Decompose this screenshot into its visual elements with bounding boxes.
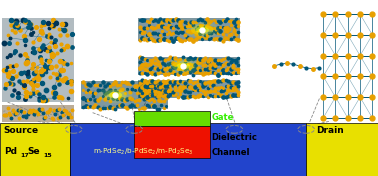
Bar — [138, 57, 240, 75]
Circle shape — [112, 94, 118, 96]
Text: Se: Se — [27, 147, 40, 156]
Text: 17: 17 — [20, 153, 29, 158]
Bar — [0, 123, 70, 176]
Circle shape — [177, 63, 190, 69]
Circle shape — [180, 65, 186, 67]
Circle shape — [185, 22, 219, 38]
Text: Source: Source — [4, 126, 39, 135]
Text: Gate: Gate — [212, 112, 234, 122]
Bar — [2, 105, 74, 122]
Circle shape — [108, 92, 122, 98]
Text: m-PdSe$_2$/b-PdSe$_2$/m-Pd$_2$Se$_3$: m-PdSe$_2$/b-PdSe$_2$/m-Pd$_2$Se$_3$ — [93, 147, 193, 157]
Bar — [2, 18, 74, 102]
Bar — [70, 123, 306, 176]
Bar — [138, 80, 240, 98]
Bar — [134, 126, 210, 158]
Bar — [138, 18, 240, 41]
Text: Dielectric: Dielectric — [212, 133, 257, 142]
Circle shape — [98, 87, 132, 103]
Circle shape — [172, 61, 195, 71]
Text: Drain: Drain — [316, 126, 343, 135]
Bar — [319, 11, 376, 121]
Circle shape — [199, 29, 205, 31]
Circle shape — [166, 58, 200, 74]
Circle shape — [195, 27, 209, 33]
Text: Pd: Pd — [4, 147, 17, 156]
Bar — [134, 111, 210, 126]
Bar — [306, 123, 378, 176]
Text: Channel: Channel — [212, 148, 250, 157]
Circle shape — [191, 25, 214, 35]
Bar — [81, 81, 168, 109]
Circle shape — [104, 90, 127, 100]
Text: 15: 15 — [43, 153, 52, 158]
